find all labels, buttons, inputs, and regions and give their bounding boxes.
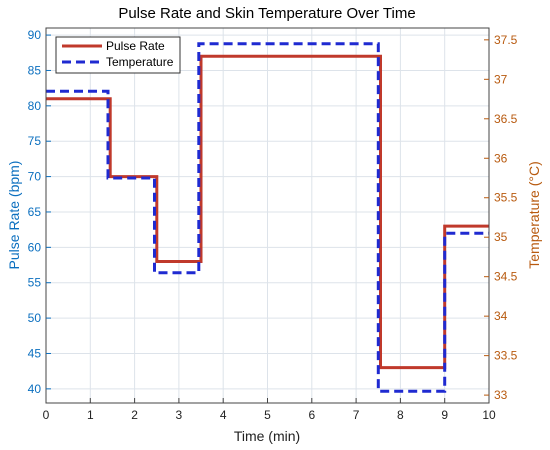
x-tick-label: 6 (308, 408, 315, 422)
x-tick-label: 3 (176, 408, 183, 422)
x-tick-label: 8 (397, 408, 404, 422)
x-tick-label: 10 (482, 408, 496, 422)
y-right-tick-label: 37 (494, 72, 508, 86)
y-left-tick-label: 70 (28, 170, 42, 184)
y-left-tick-label: 60 (28, 240, 42, 254)
y-left-tick-label: 75 (28, 134, 42, 148)
series-layer (45, 42, 490, 393)
y-left-tick-label: 90 (28, 28, 42, 42)
y-left-tick-label: 85 (28, 63, 42, 77)
y-right-tick-label: 35.5 (494, 191, 518, 205)
y-right-tick-label: 33 (494, 388, 508, 402)
x-axis-label: Time (min) (234, 428, 300, 444)
x-tick-label: 0 (43, 408, 50, 422)
x-tick-label: 5 (264, 408, 271, 422)
series-line-temperature (46, 42, 489, 393)
legend-box (55, 36, 181, 74)
y-left-tick-label: 45 (28, 346, 42, 360)
y-right-tick-label: 35 (494, 230, 508, 244)
y-right-tick-label: 36 (494, 151, 508, 165)
y-left-tick-label: 65 (28, 205, 42, 219)
x-tick-label: 9 (441, 408, 448, 422)
x-tick-label: 2 (131, 408, 138, 422)
legend: Pulse Rate Temperature (55, 36, 181, 74)
y-left-tick-label: 55 (28, 276, 42, 290)
legend-label-temperature: Temperature (106, 55, 174, 69)
x-tick-label: 1 (87, 408, 94, 422)
legend-label-pulse-rate: Pulse Rate (106, 39, 165, 53)
x-tick-label: 4 (220, 408, 227, 422)
y-left-tick-label: 50 (28, 311, 42, 325)
y-right-tick-label: 36.5 (494, 112, 518, 126)
y-left-tick-label: 80 (28, 99, 42, 113)
y-right-tick-label: 34 (494, 309, 508, 323)
x-tick-label: 7 (353, 408, 360, 422)
y-axis-label-left: Pulse Rate (bpm) (6, 161, 22, 270)
ticks: 0 1 2 3 4 5 6 7 8 9 1040455055606570758085903333.5… (28, 28, 518, 422)
y-right-tick-label: 34.5 (494, 270, 518, 284)
y-axis-label-right: Temperature (°C) (526, 161, 542, 269)
series-line-pulse-rate (46, 54, 489, 370)
y-left-tick-label: 40 (28, 382, 42, 396)
y-right-tick-label: 37.5 (494, 33, 518, 47)
chart-title: Pulse Rate and Skin Temperature Over Tim… (118, 5, 415, 22)
y-right-tick-label: 33.5 (494, 349, 518, 363)
